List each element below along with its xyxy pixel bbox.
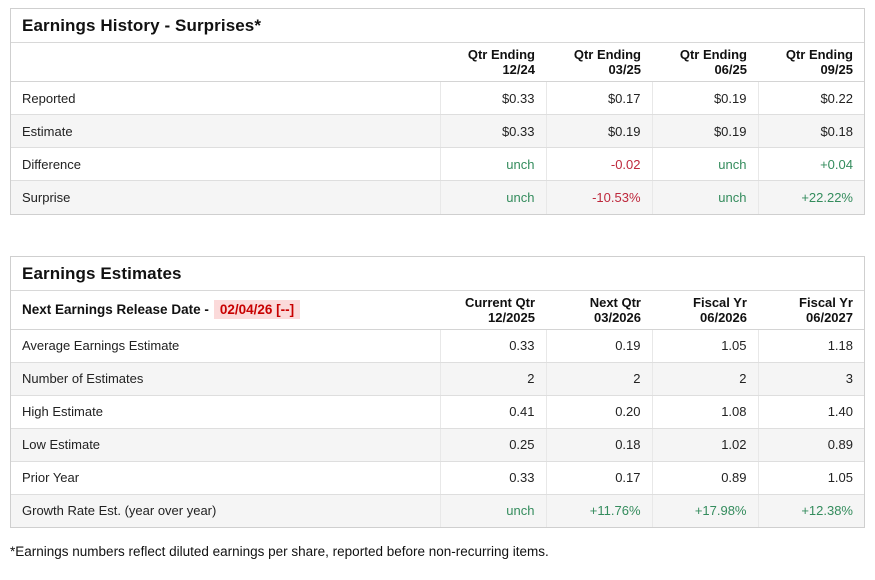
cell-value: 1.08	[651, 395, 758, 429]
column-header: Qtr Ending 09/25	[758, 43, 864, 82]
earnings-estimates-card: Earnings Estimates Next Earnings Release…	[10, 255, 865, 528]
cell-value: unch	[439, 494, 546, 527]
cell-value: 2	[651, 362, 758, 396]
cell-value: 1.05	[757, 461, 864, 495]
row-label: Surprise	[11, 180, 440, 214]
column-header-line1: Qtr Ending	[467, 47, 535, 62]
column-header: Qtr Ending 03/25	[546, 43, 652, 82]
cell-value: +11.76%	[545, 494, 652, 527]
cell-value: +17.98%	[651, 494, 758, 527]
column-header-line1: Fiscal Yr	[799, 294, 853, 310]
cell-value: unch	[651, 180, 758, 214]
column-header-line1: Fiscal Yr	[693, 294, 747, 310]
cell-value: $0.19	[651, 81, 758, 115]
cell-value: unch	[439, 147, 546, 181]
footnote: *Earnings numbers reflect diluted earnin…	[10, 544, 549, 559]
cell-value: 0.89	[651, 461, 758, 495]
cell-value: $0.19	[651, 114, 758, 148]
cell-value: 1.02	[651, 428, 758, 462]
row-label: Average Earnings Estimate	[11, 329, 440, 363]
table-row: Estimate $0.33 $0.19 $0.19 $0.18	[11, 114, 864, 148]
cell-value: -0.02	[545, 147, 652, 181]
cell-value: 0.41	[439, 395, 546, 429]
cell-value: unch	[651, 147, 758, 181]
cell-value: 0.89	[757, 428, 864, 462]
column-header-line1: Qtr Ending	[573, 47, 641, 62]
row-label: High Estimate	[11, 395, 440, 429]
cell-value: 2	[439, 362, 546, 396]
cell-value: 2	[545, 362, 652, 396]
header-row: Next Earnings Release Date - 02/04/26 [--…	[11, 290, 864, 330]
column-header: Current Qtr 12/2025	[440, 290, 546, 330]
column-header-line2: 12/2025	[488, 309, 535, 325]
cell-value: +0.04	[757, 147, 864, 181]
table-row: Reported $0.33 $0.17 $0.19 $0.22	[11, 81, 864, 115]
column-header-line2: 12/24	[502, 62, 535, 77]
cell-value: 0.19	[545, 329, 652, 363]
column-header: Fiscal Yr 06/2026	[652, 290, 758, 330]
column-header-line2: 06/2026	[700, 309, 747, 325]
cell-value: 0.25	[439, 428, 546, 462]
cell-value: unch	[439, 180, 546, 214]
earnings-estimates-table: Next Earnings Release Date - 02/04/26 [--…	[11, 290, 864, 527]
cell-value: 1.40	[757, 395, 864, 429]
cell-value: 0.33	[439, 461, 546, 495]
cell-value: 0.20	[545, 395, 652, 429]
earnings-history-title: Earnings History - Surprises*	[11, 9, 864, 43]
column-header-line1: Next Qtr	[589, 294, 641, 310]
row-label: Growth Rate Est. (year over year)	[11, 494, 440, 527]
release-date-label: Next Earnings Release Date -	[22, 302, 209, 317]
column-header-line1: Current Qtr	[464, 294, 535, 310]
column-header-line2: 03/2026	[594, 309, 641, 325]
table-row: Surprise unch -10.53% unch +22.22%	[11, 180, 864, 214]
cell-value: 0.17	[545, 461, 652, 495]
column-header-line2: 09/25	[820, 62, 853, 77]
row-label: Low Estimate	[11, 428, 440, 462]
cell-value: 0.33	[439, 329, 546, 363]
cell-value: -10.53%	[545, 180, 652, 214]
cell-value: +22.22%	[757, 180, 864, 214]
column-header: Fiscal Yr 06/2027	[758, 290, 864, 330]
corner-cell	[11, 43, 440, 82]
column-header-line2: 06/2027	[806, 309, 853, 325]
column-header: Qtr Ending 06/25	[652, 43, 758, 82]
cell-value: $0.18	[757, 114, 864, 148]
cell-value: 1.05	[651, 329, 758, 363]
cell-value: $0.33	[439, 81, 546, 115]
cell-value: 1.18	[757, 329, 864, 363]
column-header-line2: 06/25	[714, 62, 747, 77]
row-label: Number of Estimates	[11, 362, 440, 396]
row-label: Estimate	[11, 114, 440, 148]
row-label: Prior Year	[11, 461, 440, 495]
cell-value: 0.18	[545, 428, 652, 462]
table-row: High Estimate 0.41 0.20 1.08 1.40	[11, 395, 864, 429]
column-header-line1: Qtr Ending	[679, 47, 747, 62]
earnings-estimates-title: Earnings Estimates	[11, 257, 864, 291]
release-date-cell: Next Earnings Release Date - 02/04/26 [--…	[11, 290, 440, 330]
earnings-history-card: Earnings History - Surprises* Qtr Ending…	[10, 8, 865, 215]
column-header: Next Qtr 03/2026	[546, 290, 652, 330]
table-row: Growth Rate Est. (year over year) unch +11…	[11, 494, 864, 527]
column-header-line2: 03/25	[608, 62, 641, 77]
cell-value: $0.17	[545, 81, 652, 115]
cell-value: $0.19	[545, 114, 652, 148]
earnings-history-table: Qtr Ending 12/24 Qtr Ending 03/25 Qtr Ending…	[11, 43, 864, 214]
table-row: Difference unch -0.02 unch +0.04	[11, 147, 864, 181]
header-row: Qtr Ending 12/24 Qtr Ending 03/25 Qtr Ending…	[11, 43, 864, 82]
column-header: Qtr Ending 12/24	[440, 43, 546, 82]
row-label: Difference	[11, 147, 440, 181]
table-row: Average Earnings Estimate 0.33 0.19 1.05 1.1…	[11, 329, 864, 363]
cell-value: 3	[757, 362, 864, 396]
table-row: Low Estimate 0.25 0.18 1.02 0.89	[11, 428, 864, 462]
release-date-value: 02/04/26 [--]	[213, 300, 301, 319]
cell-value: $0.22	[757, 81, 864, 115]
column-header-line1: Qtr Ending	[785, 47, 853, 62]
cell-value: $0.33	[439, 114, 546, 148]
table-row: Prior Year 0.33 0.17 0.89 1.05	[11, 461, 864, 495]
table-row: Number of Estimates 2 2 2 3	[11, 362, 864, 396]
cell-value: +12.38%	[757, 494, 864, 527]
row-label: Reported	[11, 81, 440, 115]
